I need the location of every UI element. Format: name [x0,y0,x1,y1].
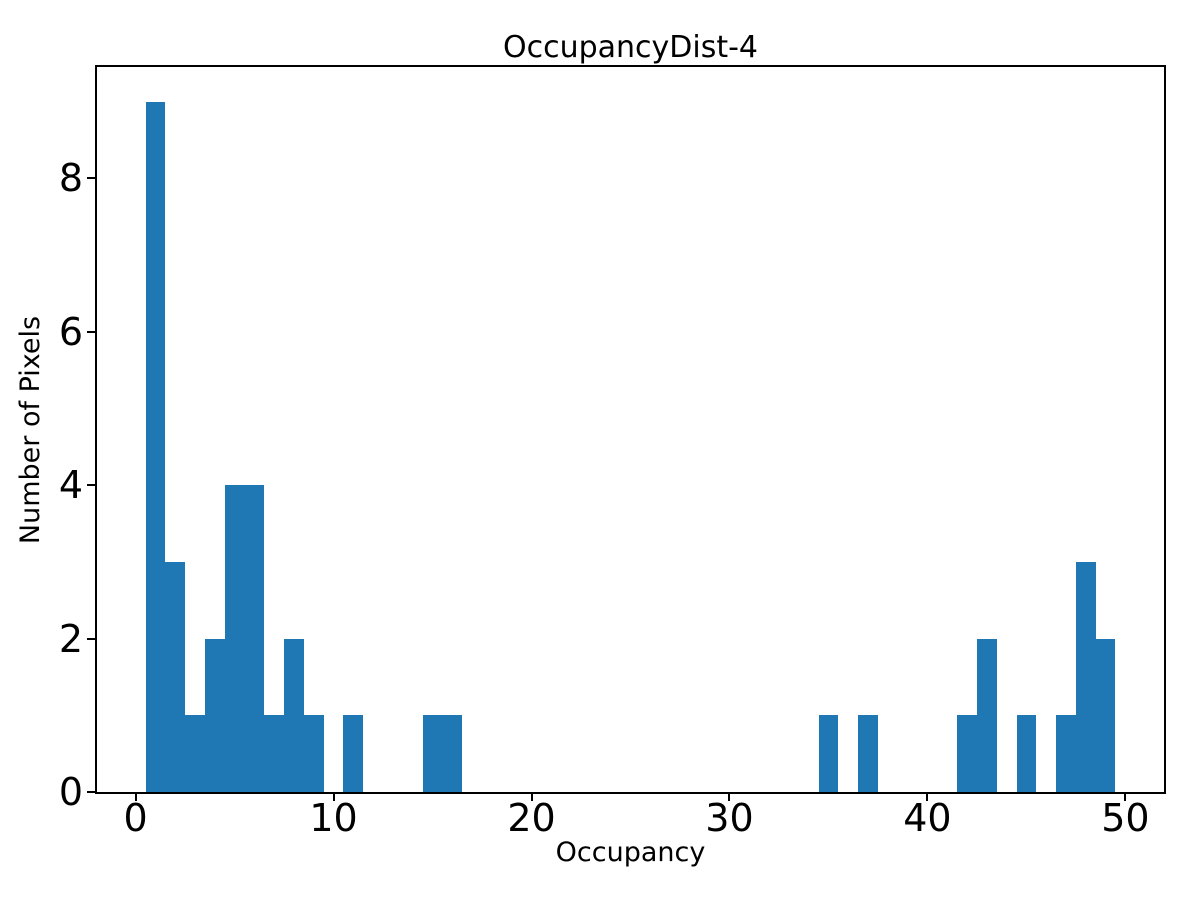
histogram-bar [145,101,166,792]
histogram-bar [244,485,265,792]
histogram-bar [224,485,245,792]
y-tick-mark [87,177,97,180]
histogram-bar [1016,715,1037,792]
histogram-bar [284,638,304,792]
histogram-bar [818,715,839,792]
histogram-bar [1095,638,1116,792]
histogram-bar [858,715,878,792]
y-tick-label: 0 [58,770,83,814]
histogram-bar [957,715,977,792]
y-tick-label: 4 [58,463,83,508]
histogram-bar [343,715,364,792]
chart-title: OccupancyDist-4 [502,30,759,65]
x-tick-mark [332,792,335,801]
histogram-bar [303,715,324,792]
x-tick-label: 0 [123,796,148,840]
histogram-bar [442,715,463,792]
x-tick-mark [134,792,137,801]
histogram-bar [1056,715,1076,792]
x-tick-mark [728,792,731,801]
x-tick-label: 30 [705,796,754,840]
histogram-bar [185,715,205,792]
histogram-bar [422,715,443,792]
y-tick-label: 6 [58,309,83,354]
x-tick-label: 40 [903,796,952,840]
histogram-bar [1075,561,1096,792]
histogram-bar [204,638,225,792]
y-tick-mark [87,484,97,487]
x-tick-label: 20 [507,796,556,840]
x-tick-mark [926,792,929,801]
x-tick-mark [530,792,533,801]
x-axis-label: Occupancy [555,837,706,868]
y-tick-mark [87,637,97,640]
histogram-bar [264,715,285,792]
histogram-bar [165,561,186,792]
x-tick-label: 10 [309,796,358,840]
y-tick-mark [87,330,97,333]
x-tick-mark [1124,792,1127,801]
plot-area: 0 10 20 30 40 50 0 2 4 6 8 [59,65,1166,838]
histogram-bar [976,638,997,792]
y-tick-label: 8 [58,156,83,201]
y-tick-mark [87,791,97,793]
y-tick-label: 2 [58,616,83,661]
x-tick-label: 50 [1101,796,1150,840]
